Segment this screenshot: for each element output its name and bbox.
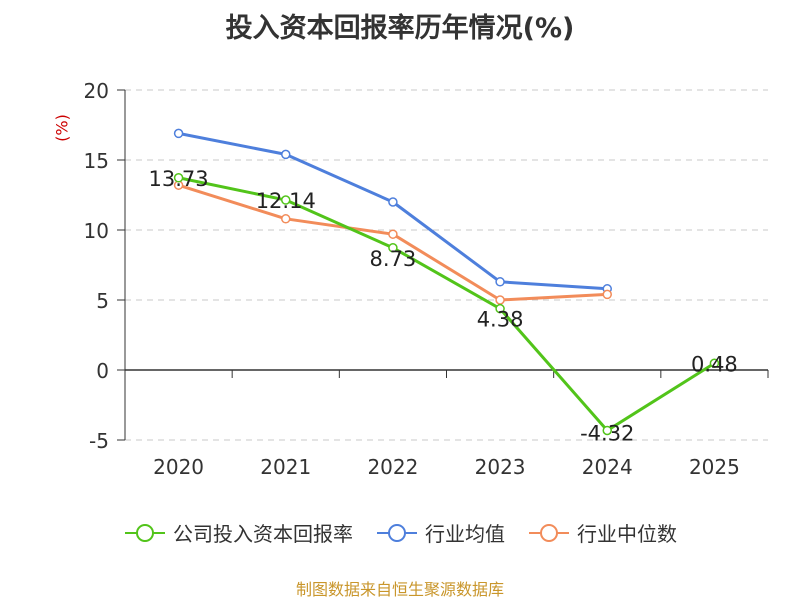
data-label: 12.14 — [256, 189, 316, 213]
y-tick-label: 15 — [84, 149, 109, 173]
x-tick-label: 2024 — [582, 455, 633, 479]
data-point — [281, 149, 291, 160]
y-tick-label: 5 — [96, 289, 109, 313]
data-point — [495, 295, 505, 305]
y-tick-label: -5 — [89, 429, 109, 453]
legend-item-company[interactable]: 公司投入资本回报率 — [123, 518, 353, 547]
legend-label-industry-mean: 行业均值 — [425, 522, 505, 546]
legend-label-company: 公司投入资本回报率 — [173, 522, 353, 546]
data-point — [709, 358, 720, 369]
data-point — [173, 128, 184, 139]
series-line — [178, 176, 716, 432]
data-label: 0.48 — [691, 352, 738, 376]
x-tick-label: 2022 — [367, 455, 418, 479]
data-label: 13.73 — [149, 167, 209, 191]
legend-marker-industry-median — [529, 523, 569, 542]
data-label: -4.32 — [580, 421, 634, 445]
data-point — [388, 229, 398, 239]
y-tick-label: 10 — [84, 219, 109, 243]
legend-marker-company — [125, 523, 165, 542]
data-point — [388, 243, 398, 253]
legend: 公司投入资本回报率 行业均值 行业中位数 — [0, 518, 800, 547]
data-point — [602, 289, 612, 300]
source-note: 制图数据来自恒生聚源数据库 — [295, 580, 504, 599]
data-point — [388, 197, 398, 207]
data-point — [281, 195, 291, 205]
legend-item-industry-mean[interactable]: 行业均值 — [375, 518, 505, 547]
data-point — [173, 173, 184, 183]
data-point — [602, 425, 612, 436]
chart-title: 投入资本回报率历年情况(%) — [225, 13, 575, 44]
legend-marker-industry-mean — [377, 523, 417, 542]
data-label: 4.38 — [477, 308, 524, 332]
x-tick-label: 2023 — [475, 455, 526, 479]
data-point — [495, 277, 505, 287]
y-tick-label: 0 — [96, 359, 109, 383]
legend-item-industry-median[interactable]: 行业中位数 — [527, 518, 677, 547]
data-point — [495, 303, 505, 314]
x-tick-label: 2020 — [153, 455, 204, 479]
x-tick-label: 2021 — [260, 455, 311, 479]
data-point — [281, 214, 291, 224]
y-tick-label: 20 — [84, 79, 109, 103]
x-tick-label: 2025 — [689, 455, 740, 479]
legend-label-industry-median: 行业中位数 — [577, 522, 677, 546]
data-label: 8.73 — [370, 247, 417, 271]
